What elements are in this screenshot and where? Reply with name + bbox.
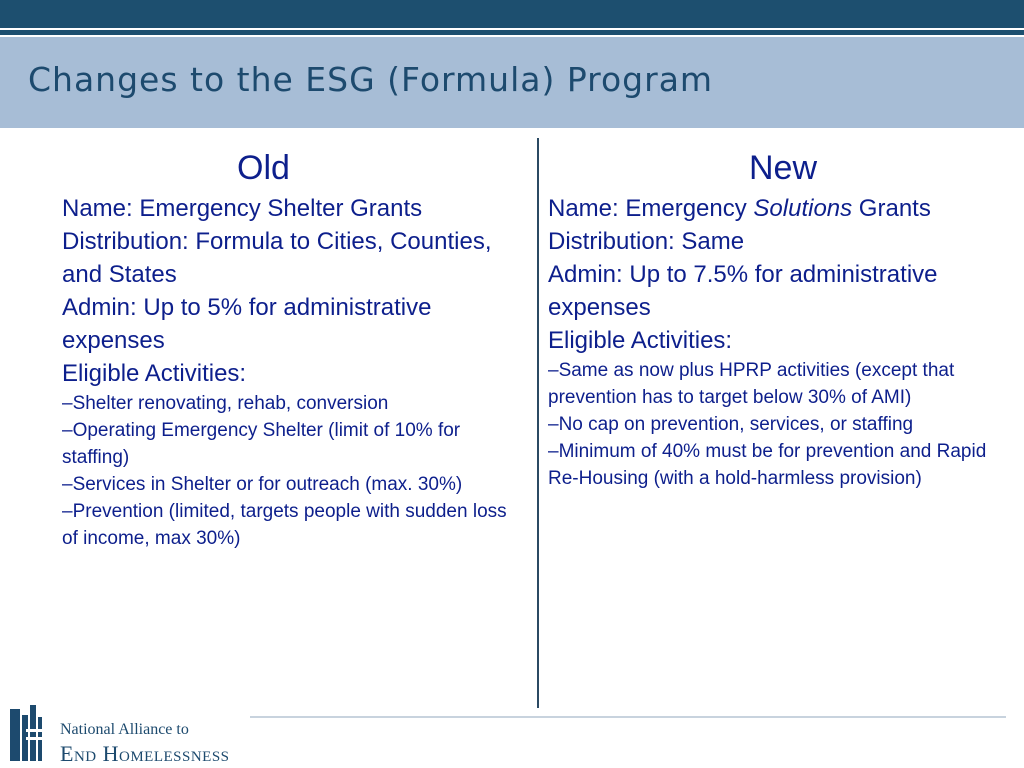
new-item-minimum: –Minimum of 40% must be for prevention a… (548, 441, 987, 489)
old-admin: Admin: Up to 5% for administrative expen… (62, 294, 432, 354)
old-distribution: Distribution: Formula to Cities, Countie… (62, 228, 492, 288)
house-logo-icon (10, 705, 42, 761)
old-item-renovation: –Shelter renovating, rehab, conversion (62, 393, 389, 414)
old-eligible-heading: Eligible Activities: (62, 360, 247, 387)
column-divider (537, 138, 539, 708)
new-eligible-heading: Eligible Activities: (548, 327, 733, 354)
new-column: New Name: Emergency Solutions Grants Dis… (548, 146, 1018, 492)
new-item-no-cap: –No cap on prevention, services, or staf… (548, 414, 914, 435)
new-name-emphasis: Solutions (753, 195, 853, 222)
old-heading: Old (237, 149, 290, 187)
new-distribution: Distribution: Same (548, 228, 745, 255)
new-name-suffix: Grants (852, 195, 931, 222)
old-item-operating: –Operating Emergency Shelter (limit of 1… (62, 420, 461, 468)
top-bar (0, 0, 1024, 28)
old-column: Old Name: Emergency Shelter Grants Distr… (62, 146, 527, 552)
new-name: Name: Emergency Solutions Grants (548, 192, 1018, 225)
new-heading: New (748, 149, 818, 187)
new-name-prefix: Name: Emergency (548, 195, 754, 222)
new-item-hprp: –Same as now plus HPRP activities (excep… (548, 360, 955, 408)
top-bar-stripe (0, 30, 1024, 35)
old-item-services: –Services in Shelter or for outreach (ma… (62, 474, 463, 495)
new-admin: Admin: Up to 7.5% for administrative exp… (548, 261, 938, 321)
footer-rule (250, 716, 1006, 718)
logo-line-2: End Homelessness (60, 741, 230, 766)
old-name: Name: Emergency Shelter Grants (62, 195, 423, 222)
alliance-logo: National Alliance to End Homelessness (8, 703, 258, 766)
slide-title: Changes to the ESG (Formula) Program (28, 60, 714, 99)
logo-line-1: National Alliance to (60, 721, 189, 738)
old-item-prevention: –Prevention (limited, targets people wit… (62, 501, 507, 549)
title-band (0, 37, 1024, 128)
